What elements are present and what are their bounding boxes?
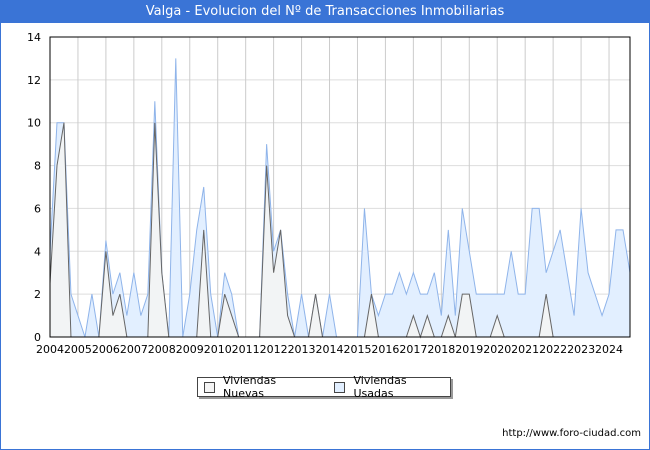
x-tick-label: 2014: [316, 343, 344, 356]
x-tick-label: 2015: [343, 343, 371, 356]
series-area-usadas: [50, 58, 630, 338]
x-tick-label: 2006: [92, 343, 120, 356]
legend-swatch-usadas: [334, 381, 346, 393]
x-tick-label: 2005: [64, 343, 92, 356]
x-tick-label: 2012: [260, 343, 288, 356]
x-tick-label: 2024: [595, 343, 623, 356]
x-tick-label: 2022: [539, 343, 567, 356]
x-tick-label: 2007: [120, 343, 148, 356]
x-tick-label: 2019: [455, 343, 483, 356]
x-tick-label: 2023: [567, 343, 595, 356]
y-tick-label: 8: [34, 160, 41, 173]
x-tick-label: 2009: [176, 343, 204, 356]
y-tick-label: 4: [34, 245, 41, 258]
y-tick-label: 0: [34, 331, 41, 344]
y-tick-label: 10: [27, 117, 41, 130]
legend-swatch-nuevas: [204, 381, 215, 393]
y-tick-label: 14: [27, 31, 41, 44]
x-tick-label: 2004: [36, 343, 64, 356]
y-tick-label: 12: [27, 74, 41, 87]
legend-item-nuevas: Viviendas Nuevas: [204, 374, 320, 400]
legend-item-usadas: Viviendas Usadas: [334, 374, 450, 400]
x-tick-label: 2017: [399, 343, 427, 356]
x-tick-label: 2016: [371, 343, 399, 356]
x-tick-label: 2010: [204, 343, 232, 356]
chart-title: Valga - Evolucion del Nº de Transaccione…: [0, 0, 650, 23]
plot-border: [49, 36, 631, 338]
x-tick-label: 2011: [232, 343, 260, 356]
legend-label-nuevas: Viviendas Nuevas: [223, 374, 277, 400]
legend-label-usadas: Viviendas Usadas: [353, 374, 407, 400]
x-tick-label: 2018: [427, 343, 455, 356]
x-tick-label: 2013: [288, 343, 316, 356]
legend: Viviendas Nuevas Viviendas Usadas: [197, 374, 451, 400]
x-tick-label: 2008: [148, 343, 176, 356]
y-tick-label: 2: [34, 288, 41, 301]
y-tick-label: 6: [34, 202, 41, 215]
x-tick-label: 2020: [483, 343, 511, 356]
source-url: http://www.foro-ciudad.com: [502, 428, 641, 439]
series-area-nuevas: [50, 122, 630, 337]
x-tick-label: 2021: [511, 343, 539, 356]
